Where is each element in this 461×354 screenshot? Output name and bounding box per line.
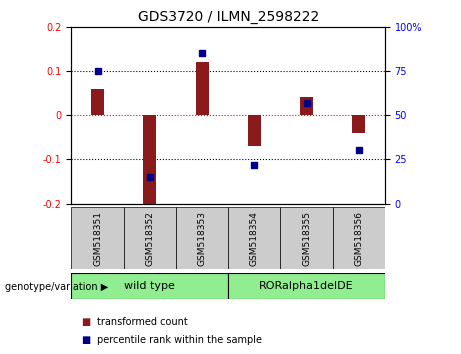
Text: percentile rank within the sample: percentile rank within the sample bbox=[97, 335, 262, 345]
Bar bbox=[124, 207, 176, 269]
Text: ■: ■ bbox=[81, 335, 90, 345]
Text: transformed count: transformed count bbox=[97, 317, 188, 327]
Text: GSM518353: GSM518353 bbox=[198, 211, 207, 266]
Text: GSM518355: GSM518355 bbox=[302, 211, 311, 266]
Bar bbox=[91, 88, 104, 115]
Bar bbox=[280, 207, 333, 269]
Bar bbox=[352, 115, 365, 133]
Bar bbox=[143, 115, 156, 204]
Text: GSM518351: GSM518351 bbox=[93, 211, 102, 266]
Title: GDS3720 / ILMN_2598222: GDS3720 / ILMN_2598222 bbox=[137, 10, 319, 24]
Text: GSM518356: GSM518356 bbox=[355, 211, 363, 266]
Bar bbox=[228, 273, 385, 299]
Bar bbox=[248, 115, 261, 146]
Bar bbox=[300, 97, 313, 115]
Text: GSM518354: GSM518354 bbox=[250, 211, 259, 266]
Bar bbox=[176, 207, 228, 269]
Text: RORalpha1delDE: RORalpha1delDE bbox=[259, 281, 354, 291]
Text: wild type: wild type bbox=[124, 281, 175, 291]
Text: ■: ■ bbox=[81, 317, 90, 327]
Bar bbox=[71, 207, 124, 269]
Bar bbox=[71, 273, 228, 299]
Text: GSM518352: GSM518352 bbox=[145, 211, 154, 266]
Bar bbox=[228, 207, 280, 269]
Bar bbox=[333, 207, 385, 269]
Bar bbox=[195, 62, 208, 115]
Text: genotype/variation ▶: genotype/variation ▶ bbox=[5, 282, 108, 292]
